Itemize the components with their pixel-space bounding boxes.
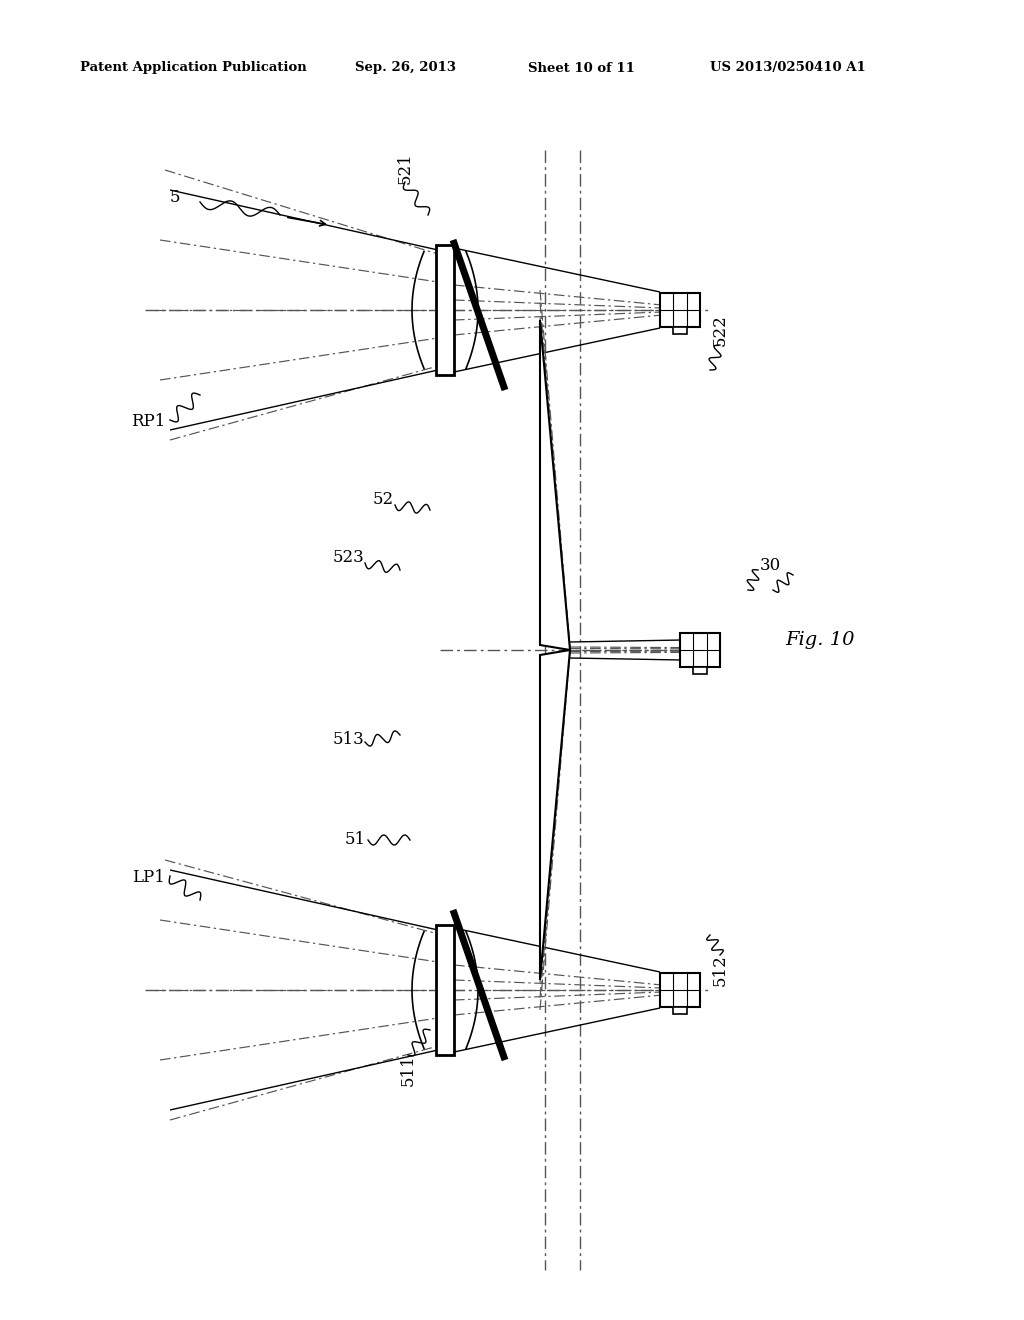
FancyBboxPatch shape (436, 925, 454, 1055)
Text: Sheet 10 of 11: Sheet 10 of 11 (528, 62, 635, 74)
Text: Patent Application Publication: Patent Application Publication (80, 62, 307, 74)
Text: 5: 5 (170, 190, 180, 206)
Text: 511: 511 (399, 1055, 417, 1086)
Text: 30: 30 (760, 557, 780, 573)
Text: 523: 523 (332, 549, 364, 566)
Polygon shape (540, 319, 570, 649)
Text: Sep. 26, 2013: Sep. 26, 2013 (355, 62, 456, 74)
Text: 52: 52 (373, 491, 393, 508)
Text: 513: 513 (332, 731, 364, 748)
FancyBboxPatch shape (660, 973, 700, 1007)
FancyBboxPatch shape (674, 1007, 687, 1014)
Text: RP1: RP1 (131, 413, 165, 430)
Text: 521: 521 (396, 152, 414, 183)
FancyBboxPatch shape (674, 327, 687, 334)
FancyBboxPatch shape (436, 246, 454, 375)
Text: LP1: LP1 (131, 870, 165, 887)
FancyBboxPatch shape (660, 293, 700, 327)
Polygon shape (540, 649, 570, 979)
Text: 51: 51 (344, 832, 366, 849)
FancyBboxPatch shape (693, 667, 707, 675)
Text: Fig. 10: Fig. 10 (785, 631, 855, 649)
FancyBboxPatch shape (680, 634, 720, 667)
Text: 512: 512 (712, 954, 728, 986)
Text: 522: 522 (712, 314, 728, 346)
Text: US 2013/0250410 A1: US 2013/0250410 A1 (710, 62, 865, 74)
